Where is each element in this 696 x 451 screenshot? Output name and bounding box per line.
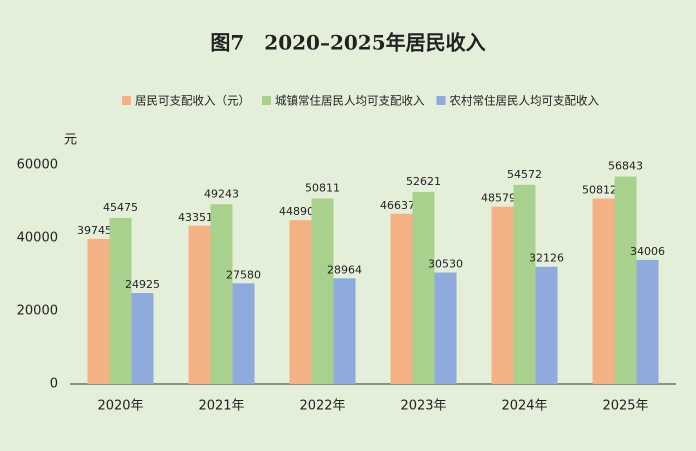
data-label: 39745 [77,224,112,237]
data-label: 49243 [204,187,239,200]
y-tick-label: 60000 [17,158,58,173]
bar [614,176,637,384]
y-tick-label: 40000 [17,231,58,246]
bar [592,198,615,384]
x-tick-label: 2023年 [400,399,446,414]
y-tick-label: 20000 [17,304,58,319]
data-label: 44890 [279,205,314,218]
bar [188,225,211,384]
chart-title: 图7 2020–2025年居民收入 [210,31,485,55]
data-label: 34006 [630,245,665,258]
legend-swatch [436,96,446,105]
bar [390,213,413,384]
y-unit: 元 [64,133,77,148]
bar [412,191,435,384]
data-label: 28964 [327,263,362,276]
bar [491,206,514,384]
x-tick-label: 2025年 [602,399,648,414]
data-label: 27580 [226,268,261,281]
data-label: 32126 [529,252,564,265]
data-label: 50811 [305,182,340,195]
bar [87,238,110,384]
bar [636,259,659,384]
data-label: 24925 [125,278,160,291]
data-label: 50812 [582,184,617,197]
x-tick-label: 2021年 [198,399,244,414]
bar [535,266,558,384]
bar [131,293,154,384]
data-label: 45475 [103,201,138,214]
data-label: 43351 [178,211,213,224]
bar [333,278,356,384]
bar [289,220,312,384]
legend-label: 农村常住居民人均可支配收入 [450,94,600,108]
legend-swatch [122,96,131,105]
data-label: 46637 [380,199,415,212]
x-tick-label: 2022年 [299,399,345,414]
x-tick-label: 2020年 [97,399,143,414]
bar [109,218,132,384]
data-label: 54572 [507,168,542,181]
legend-label: 居民可支配收入（元） [135,94,250,108]
y-tick-label: 0 [50,377,58,392]
data-label: 56843 [608,160,643,173]
data-label: 48579 [481,192,516,205]
x-tick-label: 2024年 [501,399,547,414]
legend-label: 城镇常住居民人均可支配收入 [275,94,425,108]
data-label: 30530 [428,258,463,271]
legend-swatch [262,96,271,105]
data-label: 52621 [406,175,441,188]
bar [210,204,233,384]
bar [434,272,457,384]
bar [513,184,536,384]
bar [311,198,334,384]
bar [232,283,255,384]
